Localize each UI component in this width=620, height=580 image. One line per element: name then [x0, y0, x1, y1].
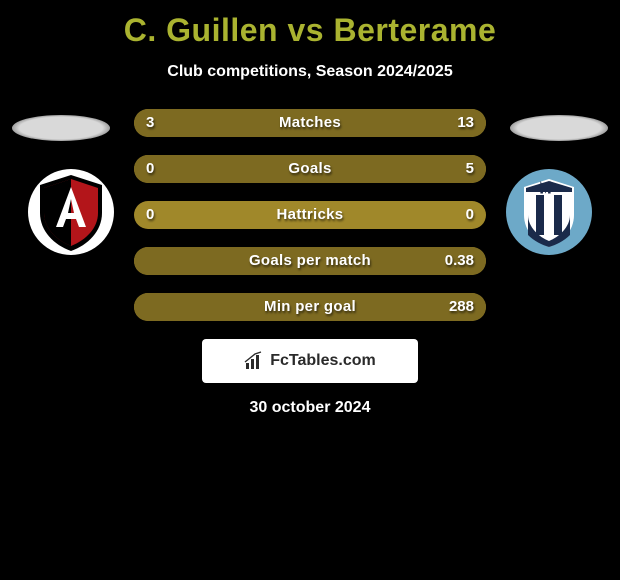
stat-row: Min per goal288: [134, 293, 486, 321]
stat-label: Goals per match: [134, 247, 486, 275]
page-title: C. Guillen vs Berterame: [0, 0, 620, 49]
monterrey-shield-icon: [506, 169, 592, 255]
stat-value-left: 0: [146, 155, 154, 183]
attribution-text: FcTables.com: [270, 352, 376, 370]
date-label: 30 october 2024: [0, 399, 620, 417]
stat-row: Goals0 5: [134, 155, 486, 183]
stats-bars: Matches313Goals05Hattricks00Goals per ma…: [134, 109, 486, 321]
stat-value-left: 3: [146, 109, 154, 137]
stat-value-right: 5: [466, 155, 474, 183]
stat-row: Hattricks0 0: [134, 201, 486, 229]
stat-label: Hattricks: [134, 201, 486, 229]
stat-value-right: 0: [466, 201, 474, 229]
stat-value-right: 288: [449, 293, 474, 321]
stat-label: Min per goal: [134, 293, 486, 321]
main-area: Matches313Goals05Hattricks00Goals per ma…: [0, 109, 620, 417]
stat-label: Goals: [134, 155, 486, 183]
stat-row: Matches3 13: [134, 109, 486, 137]
comparison-card: C. Guillen vs Berterame Club competition…: [0, 0, 620, 580]
stat-value-right: 13: [457, 109, 474, 137]
atlas-shield-icon: [28, 169, 114, 255]
stat-row: Goals per match0.38: [134, 247, 486, 275]
stat-value-right: 0.38: [445, 247, 474, 275]
attribution-badge: FcTables.com: [202, 339, 418, 383]
club-logo-right: [506, 169, 592, 255]
subtitle: Club competitions, Season 2024/2025: [0, 63, 620, 81]
stat-value-left: 0: [146, 201, 154, 229]
bar-chart-icon: [244, 350, 266, 372]
club-logo-left: [28, 169, 114, 255]
player-shadow-right: [510, 115, 608, 141]
stat-label: Matches: [134, 109, 486, 137]
player-shadow-left: [12, 115, 110, 141]
